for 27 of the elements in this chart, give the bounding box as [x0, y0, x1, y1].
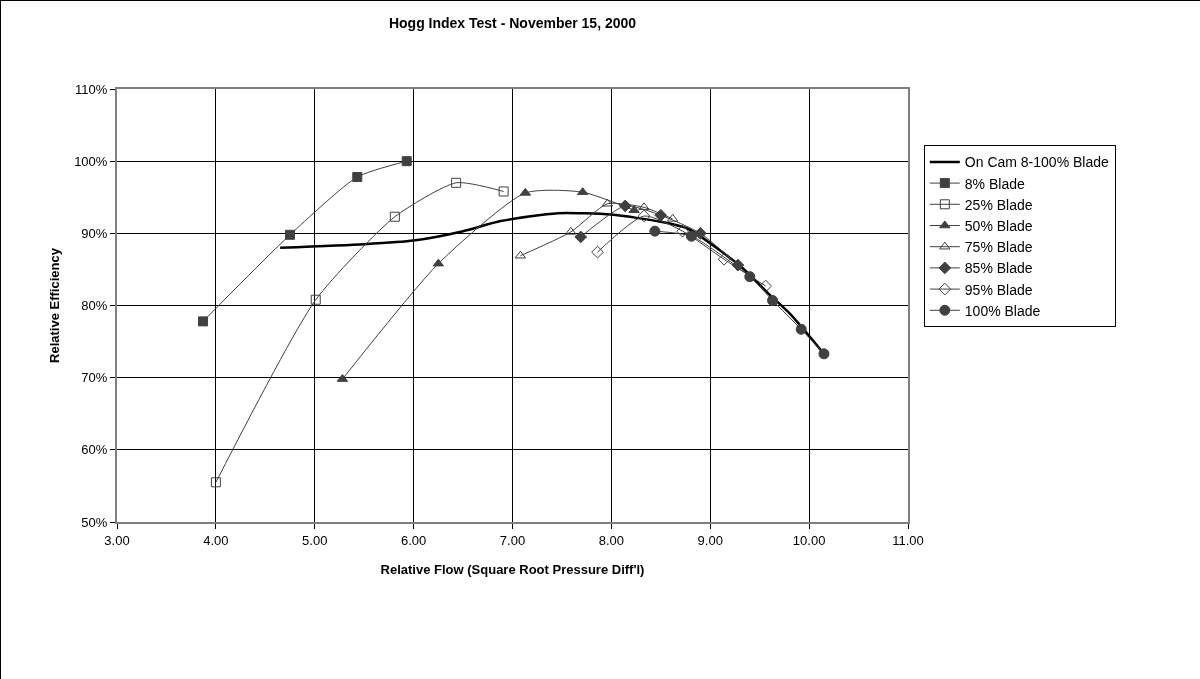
y-tick-label: 50%	[81, 514, 108, 530]
legend-label: 50% Blade	[964, 217, 1033, 234]
y-tick-label: 90%	[81, 225, 108, 241]
x-tick-label: 8.00	[598, 532, 625, 548]
legend-label: On Cam 8-100% Blade	[964, 154, 1109, 171]
x-tick-label: 3.00	[104, 532, 130, 548]
legend-label: 100% Blade	[964, 302, 1041, 319]
x-tick-label: 5.00	[302, 532, 328, 548]
x-tick-label: 9.00	[697, 532, 723, 548]
y-axis-title: Relative Efficiency	[46, 247, 62, 363]
legend-label: 25% Blade	[964, 196, 1033, 213]
x-tick-label: 7.00	[499, 532, 526, 548]
y-tick-label: 110%	[75, 81, 108, 97]
legend-label: 85% Blade	[964, 260, 1033, 277]
x-tick-label: 11.00	[892, 532, 924, 548]
y-tick-label: 80%	[81, 298, 108, 314]
y-tick-label: 60%	[81, 442, 108, 458]
legend-label: 95% Blade	[964, 281, 1033, 298]
x-axis-title: Relative Flow (Square Root Pressure Diff'l)	[380, 561, 645, 577]
chart-title: Hogg Index Test - November 15, 2000	[388, 14, 637, 31]
x-tick-label: 10.00	[792, 532, 826, 548]
legend-label: 75% Blade	[964, 239, 1033, 256]
x-tick-label: 6.00	[400, 532, 427, 548]
y-tick-label: 70%	[81, 370, 108, 386]
y-tick-label: 100%	[74, 153, 108, 169]
legend-label: 8% Blade	[964, 175, 1025, 192]
x-tick-label: 4.00	[203, 532, 229, 548]
